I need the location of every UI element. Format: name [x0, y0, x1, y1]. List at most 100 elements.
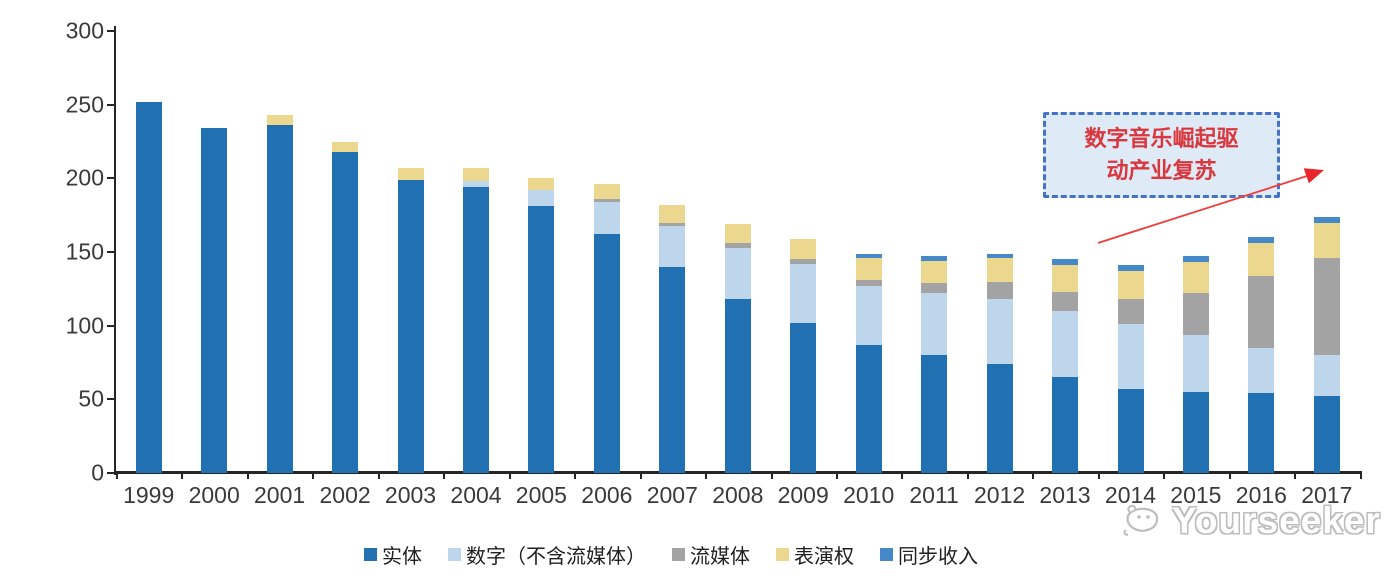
y-axis-tick — [107, 251, 115, 253]
bar-segment-表演权 — [1052, 265, 1078, 292]
bar-segment-实体 — [724, 299, 751, 473]
x-axis-tick — [1228, 473, 1231, 479]
bar-segment-表演权 — [1117, 271, 1144, 300]
bar-segment-数字（不含流媒体） — [528, 190, 555, 207]
legend-label: 数字（不含流媒体） — [466, 546, 646, 568]
x-axis-label: 2005 — [515, 482, 567, 508]
bar-segment-表演权 — [724, 224, 751, 244]
x-axis-label: 2014 — [1104, 482, 1157, 508]
bar-2001 — [266, 115, 293, 473]
bar-segment-实体 — [855, 344, 882, 473]
bar-segment-数字（不含流媒体） — [1313, 355, 1340, 397]
bar-segment-数字（不含流媒体） — [921, 293, 948, 356]
bar-2003 — [397, 168, 424, 473]
bar-segment-表演权 — [593, 184, 620, 199]
yourseeker-logo-icon — [1123, 504, 1159, 536]
x-axis-label: 2008 — [712, 482, 764, 508]
annotation-callout: 数字音乐崛起驱 动产业复苏 — [1043, 112, 1280, 198]
x-axis-label: 2006 — [581, 482, 633, 508]
legend-label: 实体 — [382, 546, 422, 568]
x-axis-tick — [1097, 473, 1100, 479]
x-axis-tick — [1359, 473, 1362, 479]
x-axis-label: 2001 — [254, 482, 306, 508]
bar-segment-流媒体 — [1248, 275, 1275, 348]
legend-item: 数字（不含流媒体） — [448, 540, 646, 569]
bar-segment-流媒体 — [1117, 299, 1144, 325]
bar-segment-实体 — [201, 128, 228, 473]
bar-segment-流媒体 — [921, 283, 948, 294]
legend-item: 流媒体 — [672, 540, 750, 569]
x-axis-tick — [377, 473, 380, 479]
bar-2009 — [790, 238, 817, 473]
bar-segment-实体 — [135, 101, 162, 473]
y-axis-label: 250 — [65, 91, 104, 118]
bar-segment-表演权 — [1313, 222, 1340, 258]
x-axis-tick — [508, 473, 511, 479]
x-axis-tick — [181, 473, 184, 479]
bar-segment-表演权 — [1182, 262, 1209, 294]
bar-segment-同步收入 — [855, 253, 882, 258]
y-axis-label: 200 — [65, 164, 104, 191]
bar-2017 — [1313, 216, 1340, 473]
bar-segment-实体 — [1182, 392, 1209, 473]
x-axis-tick — [116, 473, 118, 479]
bar-segment-实体 — [463, 187, 489, 473]
bar-segment-流媒体 — [1182, 293, 1209, 335]
bar-segment-表演权 — [659, 204, 686, 223]
x-axis-tick — [574, 473, 577, 479]
x-axis-tick — [705, 473, 708, 479]
y-axis-line — [114, 26, 116, 475]
bar-segment-表演权 — [986, 257, 1013, 282]
bar-segment-表演权 — [1248, 243, 1275, 276]
chart-legend: 实体 数字（不含流媒体） 流媒体 表演权 同步收入 — [364, 540, 978, 569]
bar-2000 — [201, 128, 228, 473]
x-axis-label: 2009 — [777, 482, 829, 508]
x-axis-tick — [1163, 473, 1166, 479]
x-axis-tick — [836, 473, 838, 479]
x-axis-tick — [1032, 473, 1035, 479]
bar-segment-同步收入 — [1052, 259, 1078, 266]
bar-1999 — [135, 101, 162, 473]
x-axis-tick — [1294, 473, 1297, 479]
legend-item: 表演权 — [776, 540, 854, 569]
y-axis-tick — [107, 103, 115, 106]
x-axis-tick — [639, 473, 642, 479]
annotation-line2: 动产业复苏 — [1106, 158, 1217, 183]
bar-segment-流媒体 — [986, 281, 1013, 300]
bar-segment-同步收入 — [1117, 265, 1144, 272]
bar-segment-实体 — [332, 151, 359, 473]
bar-segment-实体 — [1052, 377, 1078, 473]
x-axis-tick — [901, 473, 904, 479]
bar-segment-实体 — [266, 125, 293, 473]
bar-segment-实体 — [1117, 389, 1144, 473]
x-axis-label: 2010 — [843, 482, 895, 508]
x-axis-tick — [443, 473, 446, 479]
x-axis-label: 2000 — [188, 482, 240, 508]
y-axis-tick — [107, 398, 115, 401]
bar-segment-数字（不含流媒体） — [1052, 310, 1078, 378]
bar-2007 — [659, 204, 686, 473]
bar-segment-数字（不含流媒体） — [790, 263, 817, 323]
x-axis-label: 2007 — [646, 482, 698, 508]
y-axis-tick — [107, 30, 115, 32]
y-axis-label: 0 — [91, 459, 104, 486]
bar-2011 — [921, 256, 948, 473]
bar-segment-流媒体 — [1313, 257, 1340, 356]
bar-2015 — [1182, 256, 1209, 473]
bar-segment-数字（不含流媒体） — [724, 247, 751, 300]
bar-2004 — [463, 168, 489, 473]
bar-segment-流媒体 — [724, 243, 751, 248]
bar-segment-实体 — [790, 322, 817, 473]
bar-segment-表演权 — [921, 260, 948, 283]
y-axis-label: 100 — [65, 312, 104, 339]
bar-segment-表演权 — [855, 257, 882, 280]
x-axis-label: 2011 — [909, 482, 959, 508]
bar-2002 — [332, 141, 359, 473]
x-axis-label: 1999 — [123, 482, 175, 508]
bar-segment-实体 — [593, 234, 620, 473]
bar-segment-流媒体 — [1052, 291, 1078, 311]
annotation-line1: 数字音乐崛起驱 — [1084, 126, 1239, 152]
bar-segment-实体 — [1248, 393, 1275, 473]
bar-2016 — [1248, 237, 1275, 473]
bar-segment-数字（不含流媒体） — [986, 299, 1013, 364]
